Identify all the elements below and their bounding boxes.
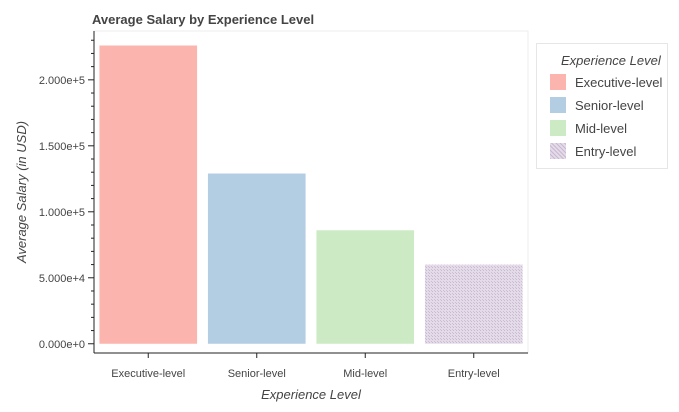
bar-entry-level <box>424 264 523 344</box>
legend-item-senior-level: Senior-level <box>550 96 644 114</box>
bars-group <box>99 45 523 344</box>
legend: Experience Level Executive-level Senior-l… <box>536 43 668 169</box>
y-axis-title: Average Salary (in USD) <box>14 121 29 264</box>
x-tick-label-senior-level: Senior-level <box>228 368 286 380</box>
legend-swatch <box>550 120 566 136</box>
legend-swatch <box>550 74 566 90</box>
legend-label: Mid-level <box>575 120 628 136</box>
x-tick-label-entry-level: Entry-level <box>448 368 500 380</box>
x-axis: Executive-level Senior-level Mid-level Entr… <box>94 352 528 380</box>
legend-label: Entry-level <box>575 143 637 159</box>
bar-senior-level <box>207 173 306 344</box>
y-axis: 0.000e+0 5.000e+4 1.000e+5 1.500e+5 2.000e+5 <box>39 31 95 353</box>
legend-swatch <box>550 143 566 159</box>
y-tick-label: 2.000e+5 <box>39 75 85 87</box>
chart-title: Average Salary by Experience Level <box>92 12 314 27</box>
legend-title: Experience Level <box>561 53 661 68</box>
x-tick-label-executive-level: Executive-level <box>111 368 185 380</box>
bar-mid-level <box>316 230 415 344</box>
y-tick-label: 0.000e+0 <box>39 339 85 351</box>
legend-item-entry-level: Entry-level <box>550 142 636 160</box>
bar-executive-level <box>99 45 198 344</box>
legend-item-mid-level: Mid-level <box>550 119 627 137</box>
legend-label: Executive-level <box>575 74 663 90</box>
y-tick-label: 1.000e+5 <box>39 207 85 219</box>
x-tick-label-mid-level: Mid-level <box>343 368 387 380</box>
y-tick-label: 1.500e+5 <box>39 141 85 153</box>
x-axis-title: Experience Level <box>261 387 362 402</box>
legend-swatch <box>550 97 566 113</box>
legend-item-executive-level: Executive-level <box>550 73 662 91</box>
legend-label: Senior-level <box>575 97 644 113</box>
y-tick-label: 5.000e+4 <box>39 273 85 285</box>
